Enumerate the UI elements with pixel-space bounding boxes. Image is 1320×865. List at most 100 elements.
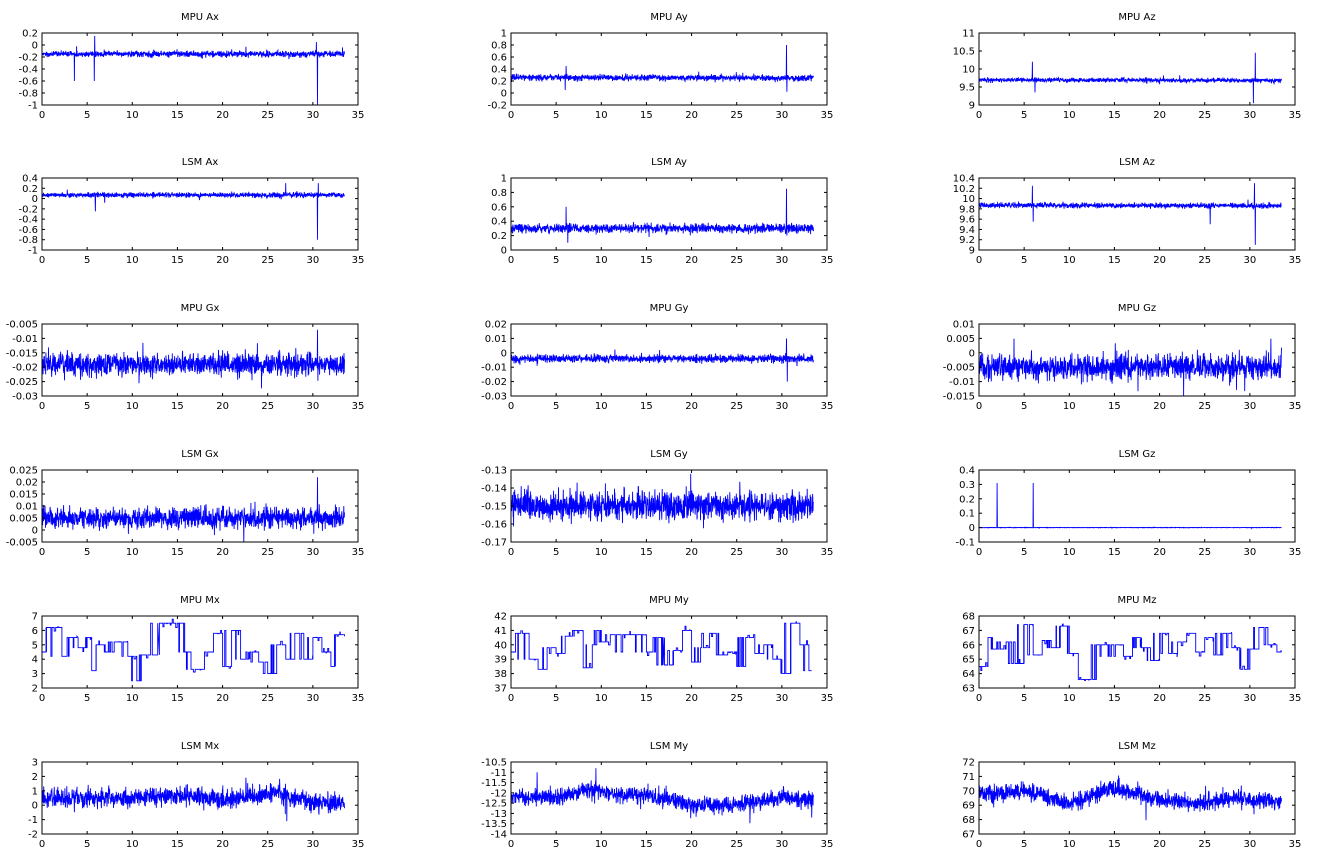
- y-tick-label: 0.01: [16, 502, 38, 513]
- y-tick-label: 0.4: [959, 466, 975, 477]
- x-tick-label: 30: [775, 547, 788, 558]
- y-tick-label: 0.01: [953, 320, 975, 331]
- x-tick-label: 25: [730, 255, 743, 266]
- x-tick-label: 5: [84, 547, 90, 558]
- y-tick-label: 9.6: [959, 215, 975, 226]
- x-tick-label: 35: [1289, 255, 1302, 266]
- y-tick-label: 72: [962, 758, 975, 769]
- x-tick-label: 10: [595, 110, 608, 121]
- x-tick-label: 35: [352, 255, 365, 266]
- subplot-lsm-mx: LSM Mx 0 5 10 15 20 25 30 35 -2 -1 0 1 2 3: [28, 741, 364, 850]
- x-tick-label: 10: [595, 839, 608, 850]
- x-tick-label: 5: [1021, 839, 1027, 850]
- y-tick-label: 9.4: [959, 225, 975, 236]
- x-tick-label: 0: [508, 110, 514, 121]
- x-tick-label: 10: [595, 255, 608, 266]
- x-tick-label: 5: [553, 547, 559, 558]
- y-tick-label: -0.005: [6, 538, 38, 549]
- y-tick-label: 0.8: [491, 188, 507, 199]
- x-tick-label: 0: [39, 110, 45, 121]
- x-tick-label: 10: [1063, 401, 1076, 412]
- x-tick-label: 20: [216, 110, 229, 121]
- subplot-lsm-my: LSM My0 5 10 15 20 25 30 35-14-13.5-13-12.5-12-…: [481, 741, 833, 850]
- y-tick-label: 0.6: [491, 53, 507, 64]
- y-tick-label: 9.5: [959, 83, 975, 94]
- y-tick-label: -0.8: [18, 89, 38, 100]
- y-tick-label: -0.2: [18, 53, 38, 64]
- series-line: [510, 188, 814, 243]
- x-tick-label: 30: [1243, 839, 1256, 850]
- y-tick-label: 0.2: [22, 184, 38, 195]
- y-tick-label: 0.4: [491, 65, 507, 76]
- x-tick-label: 35: [821, 839, 834, 850]
- x-tick-label: 10: [126, 693, 139, 704]
- y-tick-label: -0.01: [949, 377, 975, 388]
- x-tick-label: 0: [976, 401, 982, 412]
- subplot-lsm-gy: LSM Gy 0 5 10 15 20 25 30 35 -0.17 -0.16 -0.15 -0.14…: [481, 449, 833, 558]
- y-tick-label: -12: [491, 788, 507, 799]
- x-tick-label: 30: [306, 839, 319, 850]
- x-tick-label: 0: [39, 693, 45, 704]
- axes-box: [510, 615, 828, 689]
- y-tick-label: 39: [494, 655, 507, 666]
- axes-box: [510, 761, 828, 835]
- x-tick-label: 5: [1021, 110, 1027, 121]
- chart-title: LSM Gy: [650, 449, 687, 460]
- x-tick-label: 35: [1289, 839, 1302, 850]
- x-tick-label: 20: [685, 547, 698, 558]
- x-tick-label: 20: [216, 693, 229, 704]
- x-tick-label: 5: [553, 110, 559, 121]
- x-tick-label: 20: [685, 110, 698, 121]
- subplot-mpu-gy: MPU Gy 0 5 10 15 20 25 30 35 -0.03 -0.02 -0.01 0 0.01…: [481, 303, 833, 412]
- subplot-mpu-mz: MPU Mz 0 5 10 15 20 25 30 35 63 64 65 66 67 68: [962, 595, 1301, 704]
- x-tick-label: 25: [261, 839, 274, 850]
- x-tick-label: 5: [84, 693, 90, 704]
- y-tick-label: -0.005: [943, 363, 975, 374]
- chart-title: MPU Gz: [1118, 303, 1156, 314]
- subplot-lsm-gx: LSM Gx0 5 10 15 20 25 30 35-0.00500.0050.010.01…: [6, 449, 365, 558]
- x-tick-label: 20: [685, 839, 698, 850]
- x-tick-label: 35: [352, 401, 365, 412]
- x-tick-label: 15: [171, 693, 184, 704]
- chart-title: LSM Mx: [181, 741, 219, 752]
- x-tick-label: 15: [171, 401, 184, 412]
- subplot-lsm-mz: LSM Mz 0 5 10 15 20 25 30 35 67 68 69 70 71 72: [962, 741, 1301, 850]
- y-tick-label: 10.5: [953, 47, 975, 58]
- x-tick-label: 5: [1021, 255, 1027, 266]
- y-tick-label: 0.6: [491, 202, 507, 213]
- y-tick-label: 1: [32, 786, 38, 797]
- series-line: [510, 338, 814, 382]
- x-tick-label: 20: [1153, 401, 1166, 412]
- y-tick-label: 0.4: [22, 174, 38, 185]
- x-tick-label: 25: [261, 110, 274, 121]
- x-tick-label: 15: [1108, 110, 1121, 121]
- x-tick-label: 0: [976, 110, 982, 121]
- y-tick-label: 0.015: [9, 490, 38, 501]
- x-tick-label: 15: [640, 839, 653, 850]
- y-tick-label: 2: [32, 684, 38, 695]
- y-tick-label: -0.6: [18, 77, 38, 88]
- x-tick-label: 20: [1153, 255, 1166, 266]
- x-tick-label: 15: [171, 255, 184, 266]
- y-tick-label: -0.4: [18, 215, 38, 226]
- y-tick-label: -0.16: [481, 520, 507, 531]
- x-tick-label: 30: [1243, 693, 1256, 704]
- chart-title: MPU Gy: [650, 303, 689, 314]
- y-tick-label: 38: [494, 669, 507, 680]
- x-tick-label: 35: [821, 547, 834, 558]
- x-tick-label: 35: [821, 110, 834, 121]
- y-tick-label: -10.5: [481, 758, 507, 769]
- x-tick-label: 35: [352, 110, 365, 121]
- x-tick-label: 25: [730, 401, 743, 412]
- axes-box: [510, 32, 828, 106]
- y-tick-label: 0: [32, 194, 38, 205]
- y-tick-label: 10.2: [953, 184, 975, 195]
- x-tick-label: 15: [1108, 401, 1121, 412]
- x-tick-label: 30: [306, 693, 319, 704]
- x-tick-label: 5: [84, 255, 90, 266]
- y-tick-label: 0.02: [16, 478, 38, 489]
- y-tick-label: -0.03: [12, 392, 38, 403]
- x-tick-label: 30: [1243, 401, 1256, 412]
- y-tick-label: 71: [962, 772, 975, 783]
- x-tick-label: 5: [553, 255, 559, 266]
